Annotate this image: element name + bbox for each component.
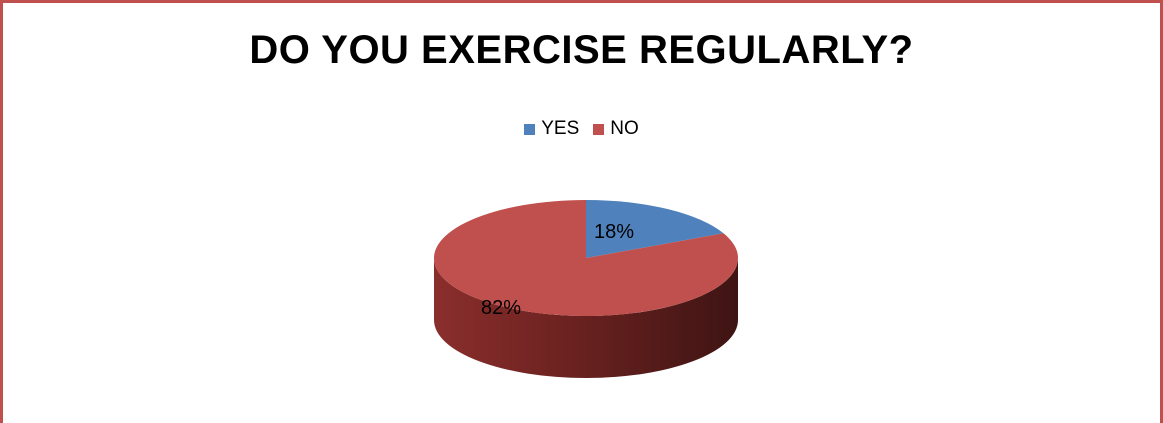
legend-item-no: NO <box>593 118 639 140</box>
data-label-no: 82% <box>481 297 521 319</box>
pie-slice-no <box>433 200 738 316</box>
legend-item-yes: YES <box>524 118 579 140</box>
legend-swatch-yes <box>524 123 536 135</box>
legend-label-yes: YES <box>541 118 580 139</box>
legend-swatch-no <box>593 123 605 135</box>
pie-side-no <box>434 258 738 378</box>
pie-slice-yes <box>586 200 724 258</box>
chart-legend: YES NO <box>0 118 1163 140</box>
chart-title: DO YOU EXERCISE REGULARLY? <box>249 28 914 72</box>
data-label-yes: 18% <box>594 221 634 243</box>
legend-label-no: NO <box>610 118 639 139</box>
